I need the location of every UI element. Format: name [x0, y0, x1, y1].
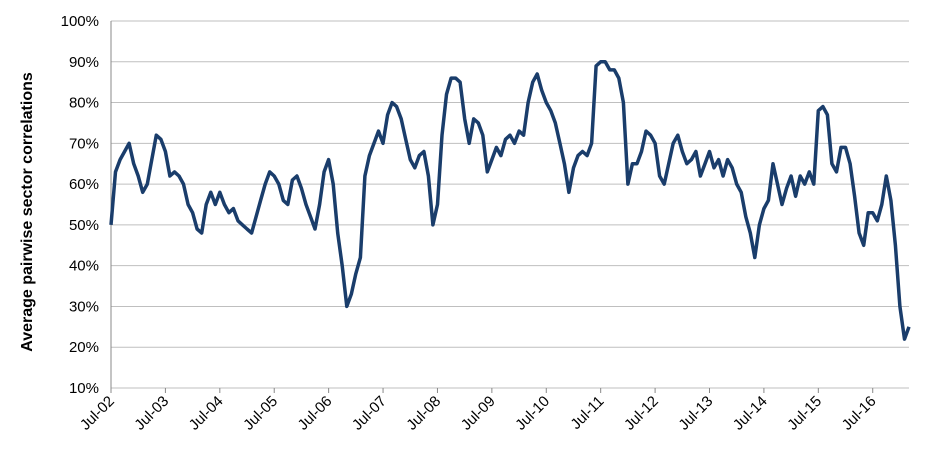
x-tick-label: Jul-16 — [839, 393, 880, 434]
x-tick-label: Jul-03 — [131, 393, 172, 434]
x-tick-label: Jul-11 — [567, 393, 607, 433]
x-tick-label: Jul-02 — [77, 393, 118, 434]
y-tick-label: 10% — [69, 380, 99, 397]
x-tick-label: Jul-06 — [295, 393, 336, 434]
y-tick-label: 20% — [69, 339, 99, 356]
x-tick-label: Jul-10 — [512, 393, 553, 434]
data-line — [109, 60, 911, 341]
y-tick-label: 60% — [69, 176, 99, 193]
y-tick-label: 50% — [69, 217, 99, 234]
x-tick-label: Jul-14 — [730, 393, 771, 434]
y-tick-label: 30% — [69, 298, 99, 315]
y-tick-label: 70% — [69, 135, 99, 152]
y-tick-label: 90% — [69, 54, 99, 71]
x-tick-label: Jul-04 — [186, 393, 227, 434]
y-tick-label: 40% — [69, 258, 99, 275]
x-tick-label: Jul-15 — [784, 393, 825, 434]
y-axis-label: Average pairwise sector correlations — [19, 72, 36, 352]
x-tick-label: Jul-08 — [403, 393, 444, 434]
y-tick-label: 100% — [61, 13, 99, 30]
y-tick-label: 80% — [69, 95, 99, 112]
x-tick-label: Jul-12 — [621, 393, 662, 434]
x-tick-label: Jul-13 — [675, 393, 716, 434]
x-tick-label: Jul-07 — [349, 393, 390, 434]
x-tick-label: Jul-05 — [240, 393, 281, 434]
x-tick-label: Jul-09 — [458, 393, 499, 434]
